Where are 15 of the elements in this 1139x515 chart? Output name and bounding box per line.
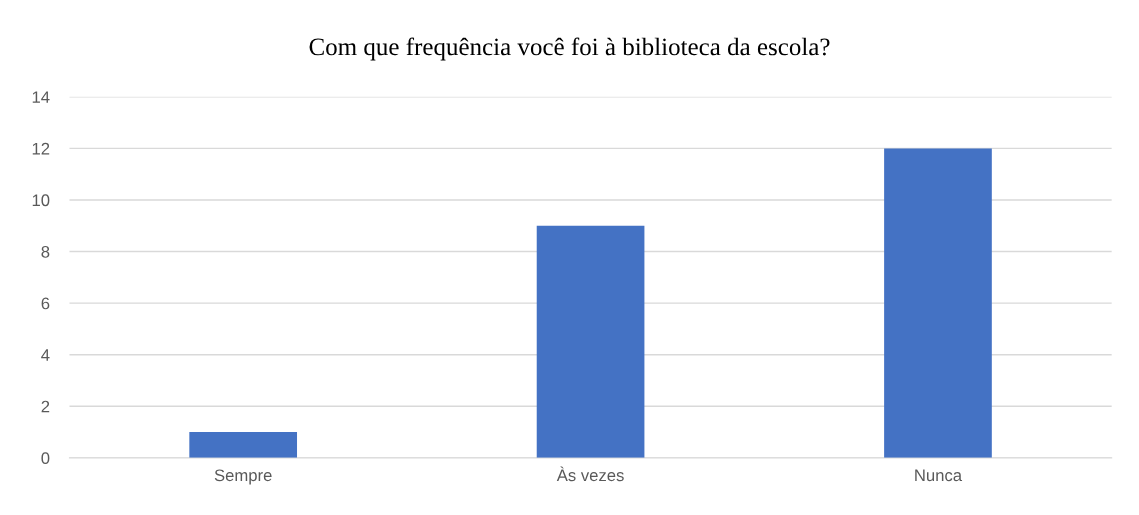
bar <box>536 225 645 458</box>
x-tick-label: Sempre <box>214 469 272 485</box>
y-tick-label: 14 <box>32 91 50 103</box>
y-tick-label: 8 <box>41 245 50 258</box>
chart-title: Com que frequência você foi à biblioteca da escola? <box>309 37 830 61</box>
x-tick-label: Nunca <box>915 469 963 482</box>
y-tick-label: 4 <box>41 349 50 361</box>
y-tick-label: 12 <box>32 142 50 155</box>
y-tick-label: 10 <box>32 194 50 207</box>
x-tick-label: Às vezes <box>556 466 624 482</box>
bar <box>884 148 992 458</box>
y-tick-label: 0 <box>41 452 50 465</box>
bar <box>189 432 298 458</box>
y-tick-label: 6 <box>41 297 50 310</box>
y-tick-label: 2 <box>41 400 50 413</box>
